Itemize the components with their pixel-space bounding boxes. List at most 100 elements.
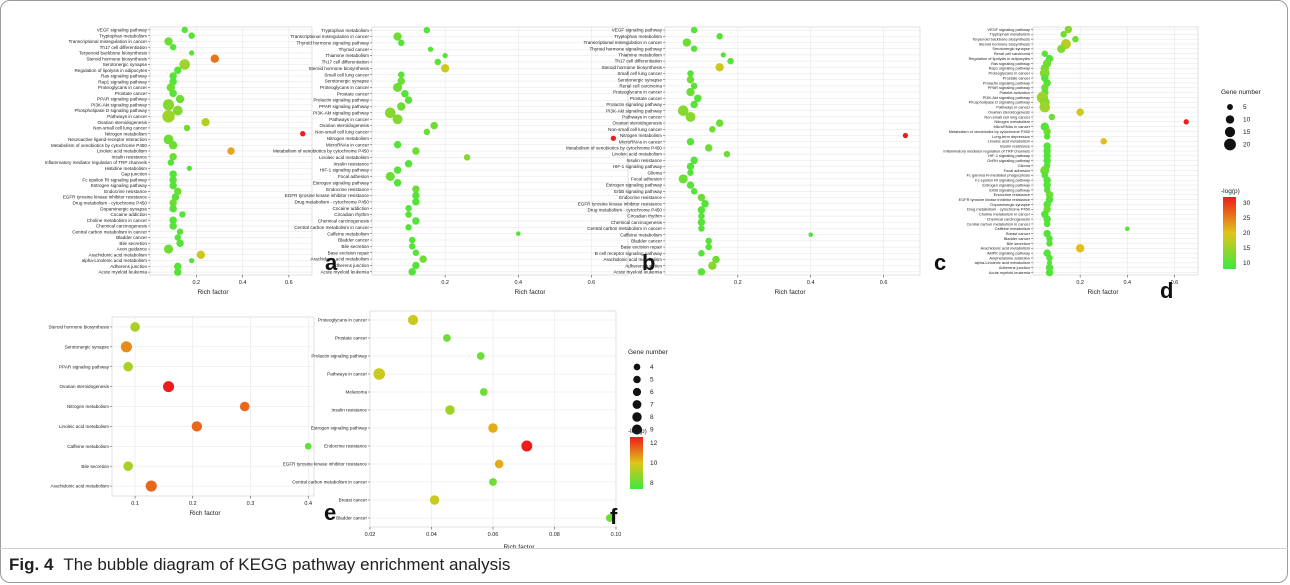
panel-d-category-label: Long-term depression — [992, 134, 1030, 139]
panel-c-category-label: Chemical carcinogenesis — [611, 220, 663, 225]
panel-d-xtick-label: 0.2 — [1076, 280, 1084, 286]
panel-c-category-label: PI3K-Akt signaling pathway — [606, 108, 663, 113]
panel-c-category-label: B cell receptor signaling pathway — [595, 251, 663, 256]
panel-c-plot-area — [664, 26, 921, 276]
panel-c-bubble — [685, 111, 696, 122]
panel-a-category-label: Chemical carcinogenesis — [96, 224, 148, 229]
panel-a-bubble — [169, 43, 177, 51]
panel-f-category-label: Pathways in cancer — [327, 372, 367, 377]
panel-f-category-label: Bladder cancer — [336, 516, 367, 521]
legend-d-neglogp-tick: 10 — [1243, 260, 1251, 267]
panel-e-category-label: Arachidonic acid metabolism — [51, 484, 110, 489]
legend-d-gene-number-swatch — [1227, 104, 1233, 110]
panel-a-category-label: Linoleic acid metabolism — [97, 149, 147, 154]
panel-d-category-label: Rap1 signaling pathway — [989, 66, 1030, 71]
panel-c-category-label: HIF-1 signaling pathway — [613, 164, 663, 169]
panel-c-category-label: Adherens junction — [625, 263, 662, 268]
panel-e-bubble — [123, 361, 133, 372]
panel-f-category-label: Melanoma — [346, 390, 368, 395]
panel-d-category-label: Serotonergic synapse — [992, 46, 1030, 51]
panel-a-xtick-label: 0.4 — [239, 280, 247, 286]
panel-c-category-label: ErbB signaling pathway — [614, 189, 663, 194]
panel-c-category-label: Prolactin signaling pathway — [606, 102, 662, 107]
panel-a-category-label: Serotonergic synapse — [103, 62, 148, 67]
panel-e-bubble — [304, 442, 312, 450]
legend-d-gene-number-swatch — [1224, 138, 1236, 151]
panel-c-category-label: Th17 cell differentiation — [615, 59, 663, 64]
panel-a-category-label: Ras signaling pathway — [101, 74, 148, 79]
panel-f-bubble — [443, 334, 451, 342]
panel-a-bubble — [167, 159, 175, 166]
panel-b-category-label: Arachidonic acid metabolism — [311, 257, 370, 262]
panel-a-category-label: PI3K-Akt signaling pathway — [91, 102, 148, 107]
panel-a-category-label: Bile secretion — [119, 241, 147, 246]
legend-d-neglogp-tick: 15 — [1243, 245, 1251, 252]
panel-d-category-label: Caffeine metabolism — [995, 226, 1030, 231]
panel-c-category-label: Thiamine metabolism — [618, 53, 662, 58]
panel-a-category-label: Neuroactive ligand-receptor interaction — [68, 137, 147, 142]
panel-f-category-label: Prolactin signaling pathway — [311, 354, 367, 359]
legend-f-gene-number-swatch — [633, 363, 641, 371]
panel-e-xlabel: Rich factor — [189, 510, 221, 517]
panel-c-bubble — [690, 82, 698, 90]
panel-b-xtick-label: 0.6 — [588, 280, 596, 286]
panel-f-letter: f — [610, 504, 618, 529]
panel-b-category-label: Thiamine metabolism — [325, 53, 369, 58]
panel-c-category-label: Serotonergic synapse — [618, 77, 663, 82]
panel-a-category-label: Ovarian steroidogenesis — [97, 120, 147, 125]
panel-a-xtick-label: 0.2 — [192, 280, 200, 286]
panel-e-xtick-label: 0.3 — [247, 501, 255, 507]
panel-b-category-label: Bile secretion — [341, 244, 369, 249]
panel-c-category-label: Renal cell carcinoma — [619, 84, 662, 89]
panel-b-category-label: Endocrine resistance — [326, 187, 369, 192]
panel-d-bubble — [1124, 226, 1130, 232]
panel-c-category-label: VEGF signaling pathway — [612, 28, 663, 33]
panel-a-category-label: Histidine metabolism — [105, 166, 148, 171]
panel-a-category-label: Metabolism of xenobiotics by cytochrome … — [51, 143, 147, 148]
panel-b-bubble — [401, 90, 409, 98]
panel-b-bubble — [423, 128, 431, 136]
panel-e-bubble — [130, 322, 140, 332]
panel-e-category-label: Ovarian steroidogenesis — [59, 384, 109, 389]
panel-a-category-label: Terpenoid backbone biosynthesis — [79, 51, 148, 56]
panel-f-bubble — [373, 368, 386, 380]
panel-b-category-label: Steroid hormone biosynthesis — [308, 66, 369, 71]
panel-e-letter: e — [324, 500, 336, 525]
panel-b-category-label: Thyroid hormone signaling pathway — [296, 41, 369, 46]
panel-b-bubble — [423, 26, 431, 34]
panel-c-bubble — [687, 70, 694, 77]
panel-f-category-label: Breast cancer — [339, 498, 368, 503]
panel-d-category-label: Focal adhesion — [1004, 168, 1030, 173]
legend-f-gene-number-swatch — [632, 387, 642, 397]
panel-b-category-label: HIF-1 signaling pathway — [320, 168, 370, 173]
panel-d-bubble — [1041, 50, 1049, 57]
panel-a-category-label: VEGF signaling pathway — [97, 27, 148, 32]
panel-a-bubble — [162, 110, 175, 123]
panel-d-bubble — [1043, 156, 1051, 165]
panel-f-xtick-label: 0.06 — [488, 532, 499, 538]
panel-b-xtick-label: 0.2 — [441, 280, 449, 286]
panel-d-category-label: Pathways in cancer — [996, 105, 1030, 110]
panel-f-xlabel: Rich factor — [503, 544, 535, 551]
panel-c-bubble — [705, 243, 712, 251]
panel-c-bubble — [697, 268, 706, 276]
panel-d-category-label: Ras signaling pathway — [991, 61, 1030, 66]
panel-b-category-label: Central carbon metabolism in cancer — [294, 225, 369, 230]
panel-c-category-label: Linoleic acid metabolism — [612, 152, 662, 157]
panel-c-bubble — [698, 225, 705, 232]
panel-c-bubble — [712, 255, 720, 264]
panel-c-bubble — [690, 100, 698, 109]
panel-e-bubble — [145, 480, 157, 492]
panel-b-bubble — [408, 236, 416, 244]
panel-e-bubble — [163, 381, 175, 393]
panel-f-bubble — [445, 405, 455, 415]
panel-a-bubble — [169, 181, 177, 190]
panel-d-category-label: Acute myeloid leukemia — [989, 270, 1031, 275]
panel-a-category-label: Gap junction — [121, 172, 147, 177]
panel-c-category-label: Insulin resistance — [627, 158, 663, 163]
panel-a-bubble — [201, 117, 210, 127]
panel-c-bubble — [682, 38, 692, 47]
panel-c-bubble — [677, 105, 689, 116]
panel-c-category-label: Steroid hormone biosynthesis — [601, 65, 662, 70]
legend-f-gene-number-title: Gene number — [628, 349, 669, 356]
